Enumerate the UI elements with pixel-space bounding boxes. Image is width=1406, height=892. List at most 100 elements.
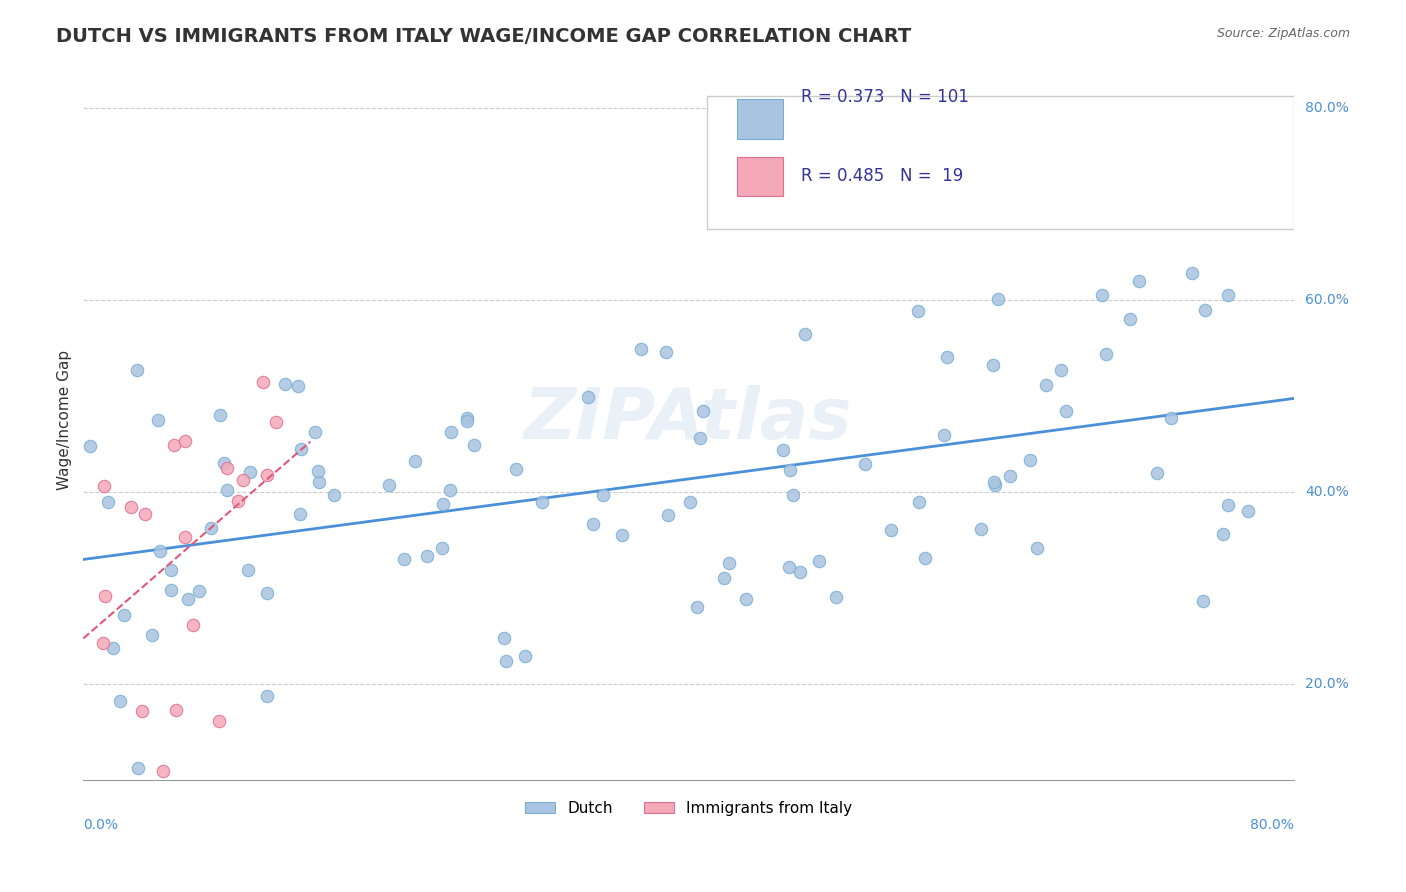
Point (782, 488, 804, 502)
Point (679, 495, 702, 509)
Point (1035, 377, 1057, 392)
FancyBboxPatch shape (707, 95, 1294, 228)
Point (97, 495, 120, 509)
Point (1091, 288, 1114, 302)
Point (1050, 363, 1073, 377)
Point (273, 377, 295, 392)
Text: 20.0%: 20.0% (1305, 676, 1348, 690)
Point (807, 554, 830, 568)
Point (181, 618, 204, 632)
Point (494, 631, 516, 645)
Point (432, 497, 454, 511)
Point (232, 473, 254, 487)
Text: 80.0%: 80.0% (1305, 101, 1348, 114)
Point (907, 304, 929, 318)
Point (987, 292, 1010, 306)
Point (163, 438, 186, 452)
Point (110, 693, 132, 707)
Text: 60.0%: 60.0% (1305, 293, 1348, 307)
Point (1181, 266, 1204, 280)
Point (1237, 504, 1260, 518)
Point (998, 469, 1021, 483)
Point (713, 571, 735, 585)
Point (1119, 311, 1142, 326)
Point (236, 563, 259, 577)
Point (165, 703, 187, 717)
Point (1054, 404, 1077, 418)
Point (125, 363, 148, 377)
Point (936, 350, 959, 364)
Point (209, 408, 232, 422)
Point (853, 457, 876, 471)
Point (174, 530, 197, 544)
Point (582, 516, 605, 531)
Point (1146, 466, 1168, 480)
Point (463, 438, 485, 452)
FancyBboxPatch shape (737, 99, 783, 139)
Point (657, 508, 679, 522)
Point (159, 563, 181, 577)
Point (1216, 498, 1239, 512)
Point (880, 524, 903, 538)
Point (308, 475, 330, 489)
Text: DUTCH VS IMMIGRANTS FROM ITALY WAGE/INCOME GAP CORRELATION CHART: DUTCH VS IMMIGRANTS FROM ITALY WAGE/INCO… (56, 27, 911, 45)
Point (141, 628, 163, 642)
Point (239, 465, 262, 479)
Text: ZIPAtlas: ZIPAtlas (524, 385, 853, 454)
Point (686, 599, 709, 614)
Point (404, 454, 426, 468)
Point (932, 175, 955, 189)
Point (778, 559, 800, 574)
Point (655, 345, 678, 359)
Point (177, 591, 200, 606)
Point (152, 764, 174, 778)
Point (908, 495, 931, 509)
Text: 0.0%: 0.0% (83, 818, 118, 832)
Point (200, 520, 222, 534)
Point (79, 439, 101, 453)
Point (717, 556, 740, 570)
Point (149, 544, 172, 558)
Point (984, 478, 1007, 492)
Point (1019, 453, 1042, 467)
Text: R = 0.485   N =  19: R = 0.485 N = 19 (801, 167, 963, 186)
Point (456, 414, 478, 428)
Point (103, 640, 125, 655)
Point (934, 427, 956, 442)
Point (515, 649, 537, 664)
Point (432, 541, 454, 555)
Text: R = 0.373   N = 101: R = 0.373 N = 101 (801, 88, 969, 106)
Point (217, 483, 239, 497)
Point (148, 412, 170, 426)
Point (416, 549, 439, 563)
Point (630, 342, 652, 356)
Point (531, 494, 554, 508)
Point (495, 654, 517, 668)
Point (1026, 541, 1049, 556)
Point (416, 793, 439, 807)
Point (981, 358, 1004, 372)
Point (610, 528, 633, 542)
Point (307, 464, 329, 478)
Point (93, 478, 115, 492)
Point (592, 488, 614, 502)
Point (789, 565, 811, 579)
Point (689, 431, 711, 445)
Point (252, 375, 274, 389)
Point (322, 487, 344, 501)
Point (1194, 303, 1216, 318)
Point (456, 411, 478, 425)
Point (1216, 288, 1239, 302)
Point (983, 475, 1005, 490)
Point (256, 586, 278, 600)
Y-axis label: Wage/Income Gap: Wage/Income Gap (58, 350, 72, 490)
Point (226, 494, 249, 508)
Point (120, 500, 142, 514)
Point (91, 636, 114, 650)
Point (256, 689, 278, 703)
Point (264, 415, 287, 429)
Legend: Dutch, Immigrants from Italy: Dutch, Immigrants from Italy (519, 795, 859, 822)
Point (439, 483, 461, 497)
Point (290, 442, 312, 457)
Point (914, 550, 936, 565)
